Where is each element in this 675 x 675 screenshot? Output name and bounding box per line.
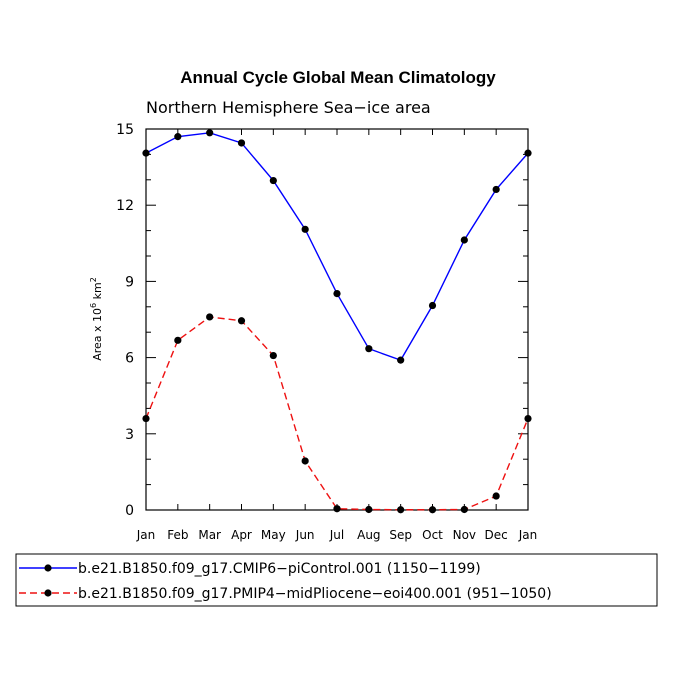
y-tick-label: 9 — [125, 274, 134, 290]
y-tick-label: 12 — [116, 198, 134, 214]
legend-frame — [15, 553, 658, 607]
legend: b.e21.B1850.f09_g17.CMIP6−piControl.001 … — [15, 553, 658, 607]
x-tick-label: Jan — [518, 528, 538, 542]
x-tick-label: Nov — [453, 528, 476, 542]
x-tick-label: Jun — [295, 528, 315, 542]
data-point-series-2 — [206, 313, 214, 321]
data-point-series-2 — [269, 351, 277, 360]
x-tick-label: Mar — [198, 528, 221, 542]
chart-title: Annual Cycle Global Mean Climatology — [180, 68, 496, 87]
legend-marker-1 — [44, 564, 52, 572]
legend-label-1: b.e21.B1850.f09_g17.CMIP6−piControl.001 … — [78, 561, 481, 577]
data-point-series-1 — [301, 225, 309, 233]
y-tick-label: 15 — [116, 122, 134, 138]
data-point-series-1 — [365, 345, 373, 353]
data-point-series-1 — [142, 149, 150, 157]
data-point-series-2 — [333, 505, 341, 513]
data-point-series-1 — [460, 236, 468, 244]
data-point-series-1 — [206, 129, 214, 137]
x-tick-label: Oct — [422, 528, 443, 542]
series-line-1 — [145, 132, 529, 361]
x-tick-label: Jan — [136, 528, 156, 542]
data-point-series-1 — [492, 185, 500, 194]
legend-marker-2 — [44, 589, 52, 597]
data-point-series-2 — [142, 414, 150, 423]
data-point-series-2 — [428, 506, 437, 514]
data-point-series-1 — [174, 133, 182, 141]
data-point-series-1 — [269, 176, 277, 185]
y-tick-label: 3 — [125, 427, 134, 443]
chart-subtitle: Northern Hemisphere Sea−ice area — [146, 98, 431, 117]
data-point-series-2 — [301, 457, 309, 465]
data-point-series-2 — [524, 414, 532, 423]
y-tick-label: 6 — [125, 351, 134, 367]
plot-area: Jan Feb Mar Apr May Jun Jul Aug Sep Oct Nov Dec Jan … — [116, 122, 537, 542]
data-point-series-2 — [397, 506, 405, 514]
data-point-series-1 — [237, 139, 246, 147]
x-tick-label: May — [261, 528, 286, 542]
x-tick-label: Jul — [329, 528, 344, 542]
data-point-series-2 — [365, 505, 373, 514]
data-point-series-1 — [428, 301, 437, 310]
x-tick-label: Sep — [389, 528, 412, 542]
data-point-series-1 — [397, 356, 405, 364]
data-point-series-1 — [333, 289, 341, 298]
data-point-series-2 — [174, 336, 182, 344]
series-line-2 — [145, 316, 529, 511]
x-tick-label: Feb — [167, 528, 188, 542]
data-point-series-2 — [237, 317, 246, 325]
data-point-series-2 — [460, 505, 468, 514]
x-tick-label: Dec — [485, 528, 508, 542]
plot-frame — [145, 128, 529, 511]
data-point-series-2 — [492, 492, 500, 500]
legend-label-2: b.e21.B1850.f09_g17.PMIP4−midPliocene−eo… — [78, 586, 552, 602]
data-point-series-1 — [524, 149, 532, 157]
x-tick-label: Aug — [357, 528, 380, 542]
x-tick-label: Apr — [231, 528, 252, 542]
y-tick-label: 0 — [125, 503, 134, 519]
y-axis-label: Area x 106 km2 — [89, 277, 104, 361]
